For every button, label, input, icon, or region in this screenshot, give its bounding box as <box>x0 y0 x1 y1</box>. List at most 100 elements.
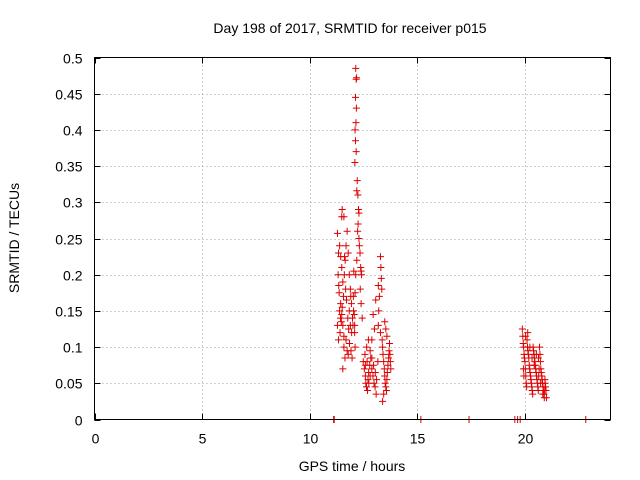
data-point <box>345 271 353 279</box>
data-point <box>385 347 393 355</box>
data-point <box>374 282 382 290</box>
y-tick-label: 0 <box>75 413 83 429</box>
data-point <box>352 148 360 156</box>
data-point <box>351 289 359 297</box>
data-point <box>334 271 342 279</box>
data-point <box>352 64 360 72</box>
y-tick-label: 0.3 <box>63 195 83 211</box>
data-point <box>368 336 376 344</box>
data-point <box>353 74 361 82</box>
data-point <box>536 358 544 366</box>
points-layer <box>330 64 590 423</box>
data-point <box>382 383 390 391</box>
data-point <box>351 321 359 329</box>
data-point <box>341 256 349 264</box>
data-point <box>339 292 347 300</box>
data-point <box>338 263 346 271</box>
data-point <box>387 365 395 373</box>
data-point <box>382 325 390 333</box>
data-point <box>339 278 347 286</box>
data-point <box>348 354 356 362</box>
data-point <box>352 104 360 112</box>
data-point <box>375 292 383 300</box>
data-point <box>363 343 371 351</box>
y-tick-label: 0.15 <box>55 304 82 320</box>
data-point <box>541 376 549 384</box>
data-point <box>336 242 344 250</box>
data-point <box>362 383 370 391</box>
data-point <box>354 220 362 228</box>
data-point <box>361 361 369 369</box>
chart-title: Day 198 of 2017, SRMTID for receiver p01… <box>213 20 486 36</box>
data-point <box>355 209 363 217</box>
y-tick-label: 0.4 <box>63 123 83 139</box>
data-point <box>352 137 360 145</box>
data-point <box>360 365 368 373</box>
data-point <box>372 390 380 398</box>
data-point <box>354 227 362 235</box>
data-point <box>340 213 348 221</box>
data-point <box>357 300 365 308</box>
data-point <box>336 314 344 322</box>
data-point <box>356 249 364 257</box>
data-point <box>371 368 379 376</box>
data-point <box>355 235 363 242</box>
data-point <box>358 271 366 279</box>
data-point <box>352 119 360 127</box>
data-point <box>381 372 389 380</box>
data-point <box>523 336 531 344</box>
y-tick-label: 0.2 <box>63 268 83 284</box>
x-tick-label: 15 <box>410 431 426 447</box>
y-tick-label: 0.45 <box>55 87 82 103</box>
data-point <box>366 347 374 355</box>
plot-frame <box>94 57 611 420</box>
data-point <box>338 206 346 214</box>
data-point <box>345 325 353 333</box>
data-point <box>380 365 388 373</box>
data-point <box>383 332 391 340</box>
data-point <box>528 354 536 362</box>
y-tick-label: 0.5 <box>63 51 83 67</box>
data-point <box>351 329 359 337</box>
data-point <box>370 361 378 369</box>
data-point <box>384 361 392 369</box>
data-point <box>351 158 359 166</box>
data-point <box>344 350 352 358</box>
x-tick-label: 20 <box>518 431 534 447</box>
data-point <box>343 227 351 235</box>
data-point <box>539 390 547 398</box>
x-tick-label: 5 <box>199 431 207 447</box>
data-point <box>536 343 544 351</box>
data-point <box>382 387 390 395</box>
data-point <box>364 376 372 384</box>
data-point <box>361 350 369 358</box>
data-point <box>380 358 388 366</box>
data-point <box>526 343 534 351</box>
data-point <box>386 358 394 366</box>
data-point <box>336 307 344 315</box>
data-point <box>542 394 550 402</box>
data-point <box>341 253 349 261</box>
data-point <box>353 256 361 264</box>
data-point <box>344 249 352 257</box>
data-point <box>380 390 388 398</box>
x-tick-label: 0 <box>92 431 100 447</box>
data-point <box>351 126 359 134</box>
data-point <box>338 303 346 311</box>
data-point <box>376 329 384 337</box>
data-point <box>340 343 348 351</box>
data-point <box>338 311 346 319</box>
data-point <box>373 376 381 384</box>
data-point <box>377 263 385 271</box>
data-point <box>377 274 385 282</box>
data-point <box>378 285 386 293</box>
y-axis-label: SRMTID / TECUs <box>6 183 22 293</box>
data-point <box>529 390 537 398</box>
y-tick-label: 0.1 <box>63 340 83 356</box>
data-point <box>347 300 355 308</box>
data-point <box>375 307 383 315</box>
data-point <box>349 292 357 300</box>
data-point <box>537 379 545 387</box>
data-point <box>335 249 343 257</box>
